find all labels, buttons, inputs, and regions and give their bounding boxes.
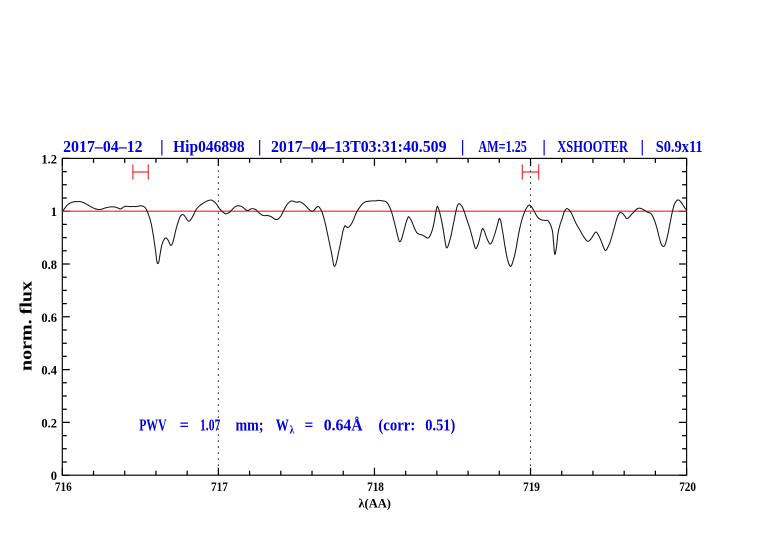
svg-text:1.07: 1.07	[200, 415, 221, 434]
svg-text:1.2: 1.2	[41, 152, 57, 166]
svg-text:|: |	[542, 137, 546, 156]
svg-text:718: 718	[367, 480, 384, 494]
svg-text:0.64Å: 0.64Å	[324, 415, 364, 434]
svg-text:0.51): 0.51)	[425, 415, 455, 434]
svg-text:mm;: mm;	[236, 415, 264, 434]
svg-text:PWV: PWV	[139, 415, 167, 434]
svg-text:719: 719	[523, 480, 540, 494]
svg-text:720: 720	[679, 480, 696, 494]
svg-text:0: 0	[51, 469, 57, 483]
svg-text:|: |	[461, 137, 465, 156]
svg-text:0.2: 0.2	[41, 416, 57, 430]
svg-text:norm. flux: norm. flux	[17, 280, 36, 371]
svg-text:λ(AA): λ(AA)	[358, 497, 391, 511]
svg-text:716: 716	[55, 480, 72, 494]
svg-text:0.4: 0.4	[41, 364, 57, 378]
svg-text:|: |	[640, 137, 644, 156]
svg-text:2017–04–12: 2017–04–12	[63, 137, 143, 156]
svg-text:Hip046898: Hip046898	[173, 137, 245, 156]
svg-text:=: =	[305, 415, 314, 434]
svg-text:|: |	[160, 137, 164, 156]
svg-text:W: W	[276, 415, 289, 434]
svg-text:0.8: 0.8	[41, 258, 57, 272]
svg-text:|: |	[258, 137, 262, 156]
svg-text:AM=1.25: AM=1.25	[478, 137, 527, 156]
svg-text:λ: λ	[290, 422, 295, 436]
svg-text:717: 717	[211, 480, 228, 494]
svg-text:2017–04–13T03:31:40.509: 2017–04–13T03:31:40.509	[271, 137, 447, 156]
svg-text:0.6: 0.6	[41, 311, 57, 325]
svg-text:XSHOOTER: XSHOOTER	[557, 137, 628, 156]
svg-text:=: =	[180, 415, 189, 434]
svg-text:(corr:: (corr:	[378, 415, 415, 434]
svg-text:S0.9x11: S0.9x11	[656, 137, 703, 156]
svg-text:1: 1	[51, 205, 57, 219]
